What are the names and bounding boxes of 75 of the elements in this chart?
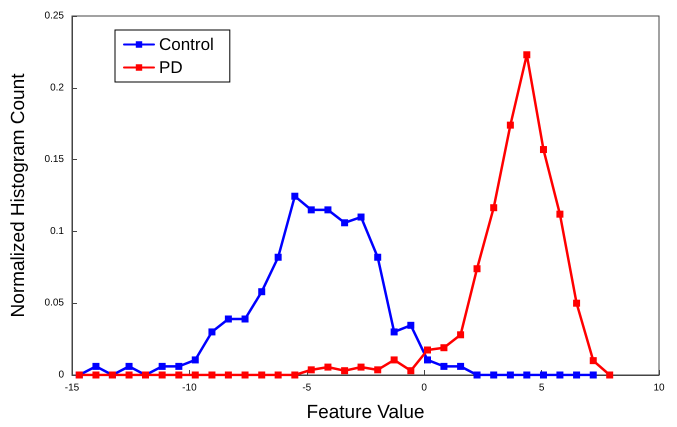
point [407,322,414,329]
point [158,372,166,378]
y-tick-label: 0.25 [44,10,64,22]
point [374,366,382,374]
point [506,122,514,129]
y-tick-label: 0 [58,370,64,380]
point [274,372,282,378]
x-tick-label: 10 [653,382,665,394]
point [208,328,216,336]
y-tick-label: 0.1 [50,226,64,237]
point [224,372,232,378]
point [175,362,182,370]
point [424,346,431,354]
point [126,362,133,370]
point [358,364,365,371]
point [506,372,514,378]
y-tick-label: 0.2 [50,82,64,94]
point [291,192,298,200]
point [341,219,348,226]
point [158,362,166,370]
point [274,254,282,261]
legend-label: Control [159,35,214,54]
point [308,206,315,214]
point [457,331,464,338]
point [242,315,249,322]
point [324,206,332,214]
x-tick-label: -5 [302,382,312,394]
point [291,372,298,378]
x-tick-label: 5 [538,382,545,394]
point [324,364,332,371]
point [440,344,448,352]
point [126,372,133,378]
point [258,372,266,378]
point [556,372,564,378]
point [358,214,365,221]
point [474,372,481,378]
point [92,372,100,378]
y-axis-title: Normalized Histogram Count [8,72,29,318]
x-axis-title: Feature Value [306,402,424,423]
point [224,315,232,322]
x-tick-label: -15 [64,382,80,394]
point [242,372,249,378]
x-tick-label: -10 [182,382,198,394]
point [175,372,182,378]
point [308,366,315,374]
point [606,372,614,378]
y-tick-label: 0.15 [44,154,64,166]
point [573,372,580,378]
point [474,265,481,272]
point [258,288,266,296]
point [440,362,448,370]
point [523,51,530,58]
y-tick-label: 0.05 [44,298,64,309]
point [540,372,547,378]
point [424,356,431,364]
point [407,367,414,374]
point [208,372,216,378]
point [490,204,498,212]
point [341,367,348,374]
point [590,357,597,364]
point [374,254,382,261]
point [92,362,100,370]
point [390,356,398,364]
legend-label: PD [159,58,183,77]
point [192,372,199,378]
point [540,146,547,154]
point [556,210,564,218]
point [573,300,580,307]
x-tick-label: 0 [421,382,428,394]
point [490,372,498,378]
point [457,362,464,370]
point [590,372,597,378]
point [523,372,530,378]
point [192,356,199,364]
point [390,328,398,336]
